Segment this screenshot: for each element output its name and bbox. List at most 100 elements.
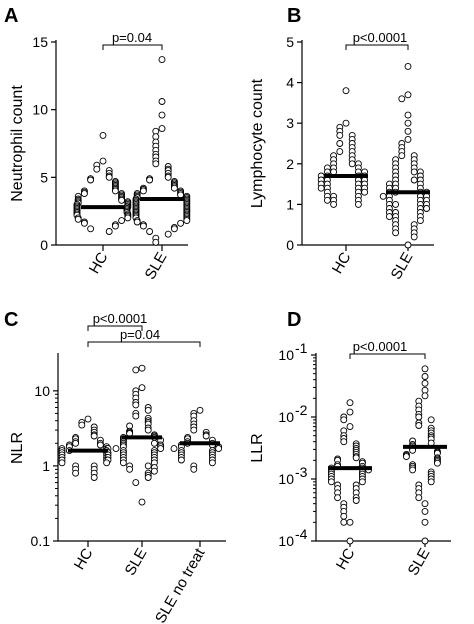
data-point [398, 95, 406, 103]
p-value-label: p<0.0001 [353, 30, 408, 45]
significance-bracket [87, 325, 143, 331]
data-point [170, 184, 178, 192]
panel-letter: D [287, 309, 301, 331]
data-point [398, 152, 406, 160]
data-point [421, 518, 429, 526]
data-point [415, 494, 423, 502]
data-point [330, 200, 338, 208]
data-point [433, 459, 441, 467]
y-axis-label: Neutrophil count [9, 85, 26, 202]
y-tick-label: 4 [286, 75, 294, 91]
data-point [152, 160, 160, 168]
data-point [72, 439, 80, 447]
data-point [346, 399, 354, 407]
data-point [158, 125, 166, 133]
data-point [164, 173, 172, 181]
data-point [105, 173, 113, 181]
p-value-label: p<0.0001 [353, 339, 408, 354]
y-axis-label: Lymphocyte count [249, 78, 266, 208]
y-tick-label: 0.1 [31, 533, 51, 549]
data-point [133, 218, 141, 226]
data-point [385, 213, 393, 221]
x-category-label: SLE [142, 250, 171, 283]
data-point [421, 373, 429, 380]
data-point [105, 228, 113, 235]
data-point [404, 62, 412, 70]
data-point [118, 217, 126, 225]
data-point [342, 87, 350, 95]
data-point [138, 498, 146, 506]
data-point [409, 466, 417, 474]
data-point [340, 416, 348, 424]
data-point [354, 200, 362, 208]
data-point [150, 467, 158, 475]
data-point [74, 215, 82, 223]
data-point [132, 401, 140, 409]
data-point [84, 415, 92, 423]
data-point [118, 196, 126, 204]
x-category-label: HC [71, 545, 97, 572]
data-point [146, 228, 154, 235]
y-tick-label: 5 [40, 169, 48, 185]
data-point [126, 465, 134, 473]
data-point [416, 217, 424, 225]
x-category-label: SLE no treat [152, 545, 209, 624]
panel-letter: A [4, 5, 18, 27]
data-point [158, 56, 166, 64]
data-point [352, 497, 360, 504]
data-point [80, 219, 88, 227]
y-tick-label: 10 [278, 533, 294, 549]
data-point [196, 406, 204, 414]
data-point [346, 408, 354, 416]
data-point [404, 127, 412, 135]
data-point [340, 518, 348, 526]
panel-letter: B [287, 5, 301, 27]
data-point [346, 518, 354, 526]
data-point [336, 148, 344, 156]
y-tick-label: 1 [286, 196, 294, 212]
y-axis-label: NLR [9, 432, 26, 464]
data-point [170, 225, 178, 233]
y-tick-label: 3 [286, 115, 294, 131]
p-value-label: p=0.04 [120, 327, 160, 342]
data-point [144, 474, 152, 481]
data-point [96, 441, 104, 449]
significance-bracket [87, 341, 201, 347]
x-category-label: HC [329, 249, 355, 276]
data-point [410, 176, 418, 184]
y-tick-label: 2 [286, 156, 294, 172]
data-point [132, 412, 140, 420]
data-point [144, 426, 152, 434]
data-point [119, 459, 127, 467]
data-point [164, 230, 172, 238]
y-tick-label: 5 [286, 34, 294, 50]
y-tick-label: 10 [278, 409, 294, 425]
data-point [361, 188, 369, 196]
data-point [346, 423, 354, 431]
data-point [415, 422, 423, 429]
panel-letter: C [4, 309, 18, 331]
data-point [404, 91, 412, 99]
data-point [208, 459, 216, 467]
data-point [340, 438, 348, 446]
data-point [346, 537, 354, 545]
data-point [421, 507, 429, 515]
data-point [177, 456, 185, 464]
data-point [336, 131, 344, 139]
data-point [421, 379, 429, 387]
x-category-label: SLE [405, 546, 434, 579]
x-category-label: SLE [122, 546, 151, 579]
data-point [111, 187, 119, 195]
y-tick-exponent: -2 [295, 402, 308, 418]
panel-a: A 0 5 10 15 Neutrophil count HC SLE p=0.04 [4, 5, 191, 283]
data-point [342, 119, 350, 127]
data-point [132, 366, 140, 374]
data-point [99, 157, 107, 165]
data-point [317, 184, 325, 192]
y-tick-label: 15 [32, 34, 48, 50]
data-point [144, 406, 152, 414]
data-point [340, 512, 348, 520]
panel-b: B 0 1 2 3 4 5 Lymphocyte count HC SLE p<0.0001 [249, 5, 434, 283]
data-point [202, 432, 210, 440]
